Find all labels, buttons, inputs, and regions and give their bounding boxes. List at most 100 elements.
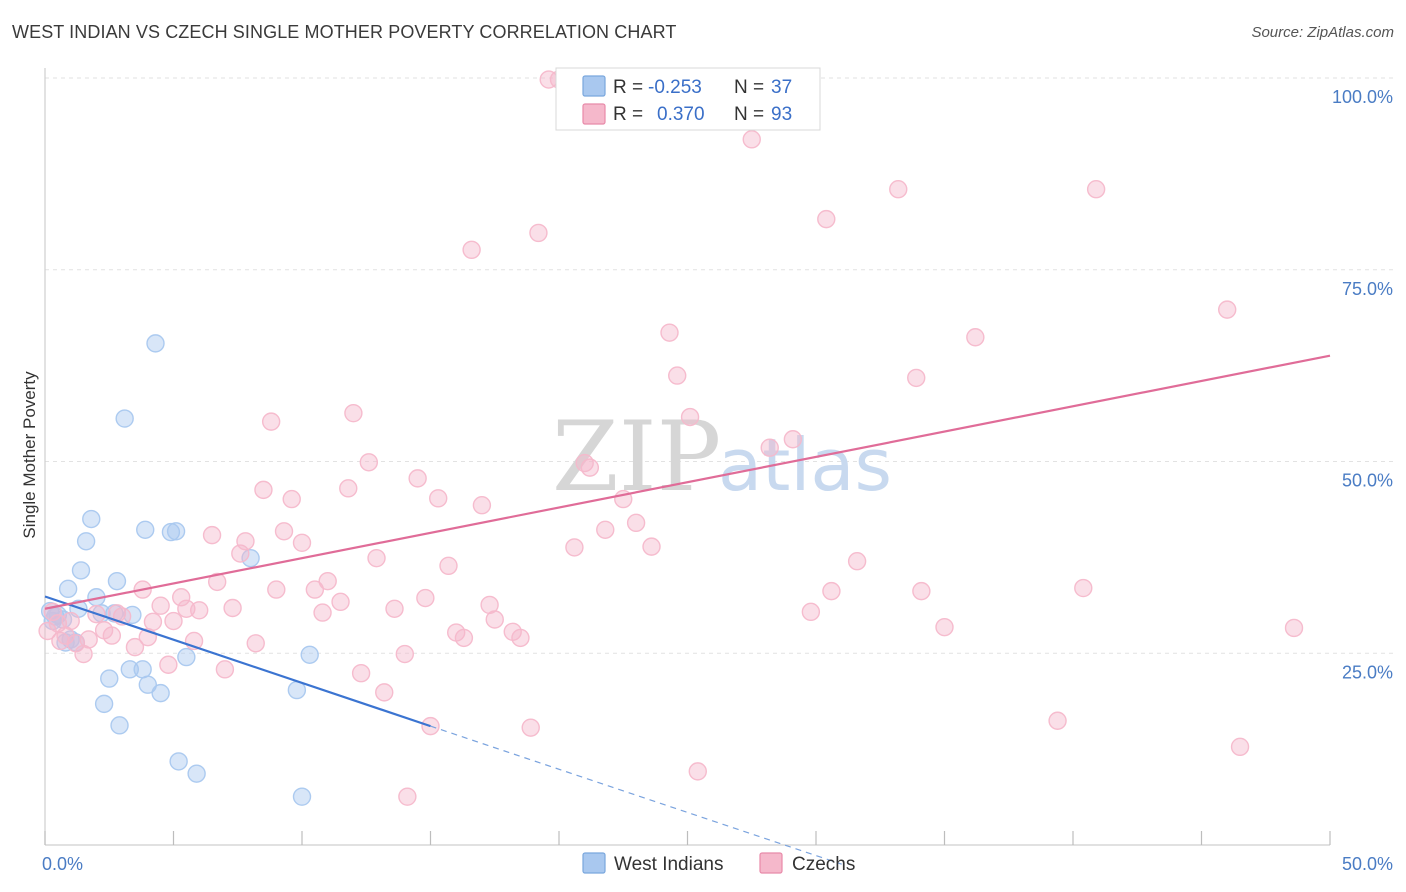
point-czechs-54 <box>429 489 448 508</box>
point-czechs-94 <box>1074 578 1093 598</box>
y-tick-label-3: 100.0% <box>1332 87 1393 107</box>
point-czechs-49 <box>395 644 414 664</box>
point-czechs-24 <box>189 601 209 620</box>
point-czechs-59 <box>472 496 492 515</box>
point-czechs-38 <box>305 580 325 599</box>
point-czechs-75 <box>642 537 661 556</box>
point-czechs-30 <box>236 532 255 551</box>
legend-top: R = -0.253 N = 37 R = 0.370 N = 93 <box>555 67 821 131</box>
point-czechs-89 <box>907 368 926 388</box>
point-czechs-25 <box>202 525 222 545</box>
y-tick-label-2: 75.0% <box>1342 279 1393 299</box>
point-czechs-51 <box>408 469 427 488</box>
trend-lines <box>44 354 1331 865</box>
bottom-legend-label-czechs: Czechs <box>792 854 855 875</box>
point-czechs-17 <box>143 612 163 632</box>
legend-n-value-2: 93 <box>771 104 792 125</box>
trend-line-czechs <box>44 354 1331 610</box>
point-czechs-20 <box>164 611 183 631</box>
point-czechs-87 <box>847 552 867 571</box>
point-czechs-43 <box>344 403 363 423</box>
point-czechs-73 <box>626 513 646 533</box>
point-czechs-55 <box>439 556 458 576</box>
point-czechs-96 <box>1217 300 1237 319</box>
point-czechs-91 <box>935 617 954 637</box>
data-points <box>38 69 1304 806</box>
legend-r-value-2: 0.370 <box>657 104 705 125</box>
point-west-indians-35 <box>300 645 319 664</box>
point-czechs-90 <box>912 581 931 601</box>
legend-n-label-1: N = <box>734 77 764 98</box>
bottom-legend-label-west-indians: West Indians <box>614 854 723 875</box>
point-czechs-42 <box>339 479 358 498</box>
point-czechs-41 <box>331 592 350 612</box>
point-czechs-57 <box>454 628 474 648</box>
point-czechs-93 <box>1048 711 1067 730</box>
point-czechs-88 <box>889 180 908 199</box>
point-west-indians-24 <box>138 675 158 694</box>
point-west-indians-25 <box>146 334 165 353</box>
point-czechs-70 <box>580 458 600 477</box>
point-west-indians-20 <box>120 660 140 679</box>
point-czechs-33 <box>261 412 281 431</box>
point-west-indians-15 <box>100 669 119 688</box>
point-czechs-44 <box>351 663 371 683</box>
source-label: Source: ZipAtlas.com <box>1251 24 1394 41</box>
point-czechs-11 <box>102 626 122 645</box>
point-west-indians-23 <box>136 520 155 539</box>
point-czechs-68 <box>565 538 584 557</box>
y-axis-label: Single Mother Poverty <box>20 371 39 539</box>
point-czechs-64 <box>521 718 540 737</box>
x-tick-label-1: 50.0% <box>1342 854 1393 874</box>
axes <box>44 68 1331 846</box>
bottom-legend-swatch-czechs <box>759 852 783 874</box>
point-west-indians-27 <box>161 522 181 542</box>
grid-lines <box>45 77 1395 654</box>
legend-r-label-1: R = <box>613 77 643 98</box>
point-west-indians-19 <box>115 409 134 428</box>
point-west-indians-22 <box>133 660 152 679</box>
point-west-indians-11 <box>82 509 101 529</box>
legend-n-label-2: N = <box>734 104 764 125</box>
watermark-atlas: atlas <box>718 423 892 507</box>
point-czechs-19 <box>159 655 178 674</box>
point-west-indians-32 <box>241 548 260 568</box>
point-czechs-18 <box>151 596 170 615</box>
point-west-indians-10 <box>76 532 96 551</box>
point-west-indians-28 <box>166 522 186 541</box>
legend-r-label-2: R = <box>613 104 643 125</box>
trend-line-west-indians <box>44 595 431 728</box>
point-czechs-35 <box>274 522 294 541</box>
point-czechs-45 <box>359 453 379 472</box>
point-czechs-52 <box>416 588 435 608</box>
point-czechs-8 <box>79 630 98 649</box>
point-czechs-78 <box>680 407 700 427</box>
tick-labels: 25.0% 50.0% 75.0% 100.0% 0.0% 50.0% <box>42 87 1393 874</box>
point-czechs-48 <box>385 599 404 618</box>
point-czechs-85 <box>817 209 836 229</box>
point-czechs-50 <box>398 787 417 806</box>
point-czechs-82 <box>760 438 779 457</box>
chart-title: WEST INDIAN VS CZECH SINGLE MOTHER POVER… <box>12 22 677 42</box>
point-west-indians-34 <box>292 787 312 806</box>
point-west-indians-17 <box>107 571 127 591</box>
point-czechs-36 <box>282 489 301 509</box>
point-czechs-46 <box>367 548 386 568</box>
point-czechs-3 <box>51 631 70 651</box>
legend-r-value-1: -0.253 <box>648 77 702 98</box>
point-czechs-83 <box>783 430 803 449</box>
point-czechs-97 <box>1230 737 1250 757</box>
point-west-indians-18 <box>110 716 129 735</box>
point-czechs-37 <box>292 533 312 553</box>
point-czechs-98 <box>1284 618 1304 638</box>
point-west-indians-14 <box>94 694 114 714</box>
point-czechs-5 <box>61 611 80 631</box>
point-czechs-40 <box>318 571 337 591</box>
point-czechs-28 <box>223 598 242 618</box>
point-czechs-81 <box>742 130 761 149</box>
point-czechs-95 <box>1086 180 1106 199</box>
watermark: ZIP atlas <box>552 401 892 513</box>
y-tick-label-0: 25.0% <box>1342 662 1393 682</box>
point-czechs-77 <box>668 366 687 385</box>
